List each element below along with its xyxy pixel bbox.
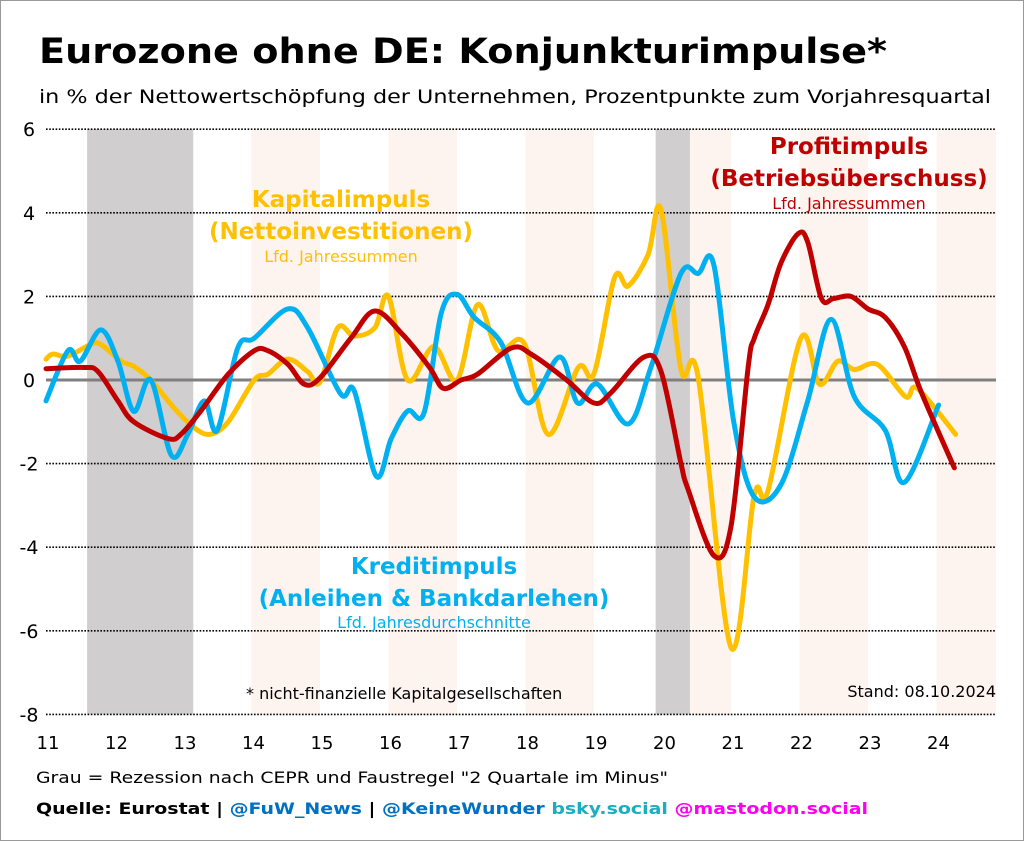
recession-band xyxy=(87,129,194,715)
y-axis-ticks: 6 4 2 0 -2 -4 -6 -8 xyxy=(20,119,39,726)
x-tick-label: 20 xyxy=(653,733,676,754)
x-tick-label: 15 xyxy=(311,733,334,754)
x-tick-label: 23 xyxy=(859,733,882,754)
kapital-label: Kapitalimpuls (Nettoinvestitionen) Lfd. … xyxy=(209,187,473,266)
chart-subtitle: in % der Nettowertschöpfung der Unterneh… xyxy=(39,86,991,108)
kapital-title: Kapitalimpuls xyxy=(252,187,430,213)
separator: | xyxy=(362,799,382,819)
y-tick-label: -8 xyxy=(20,704,39,726)
y-tick-label: -4 xyxy=(20,537,39,559)
y-tick-label: 4 xyxy=(23,203,35,225)
source-line: Quelle: Eurostat | @FuW_News | @KeineWun… xyxy=(36,799,868,819)
profit-subtitle: (Betriebsüberschuss) xyxy=(710,166,987,192)
kredit-subtitle: (Anleihen & Bankdarlehen) xyxy=(259,586,610,612)
x-tick-label: 19 xyxy=(585,733,608,754)
footnote: * nicht-finanzielle Kapitalgesellschafte… xyxy=(246,684,562,703)
separator: | xyxy=(209,799,229,819)
series-line-kreditimpuls xyxy=(43,253,942,505)
year-shade-band xyxy=(251,129,320,715)
x-axis-ticks: 11 12 13 14 15 16 17 18 19 20 21 22 23 24 xyxy=(37,733,950,754)
x-tick-label: 24 xyxy=(927,733,950,754)
x-tick-label: 22 xyxy=(790,733,813,754)
profit-note: Lfd. Jahressummen xyxy=(772,194,926,213)
fuw-news-link[interactable]: @FuW_News xyxy=(230,799,362,818)
x-tick-label: 17 xyxy=(448,733,471,754)
y-tick-label: -6 xyxy=(20,621,39,643)
profit-title: Profitimpuls xyxy=(770,134,928,160)
x-tick-label: 14 xyxy=(242,733,265,754)
y-tick-label: 2 xyxy=(23,286,35,308)
kredit-label: Kreditimpuls (Anleihen & Bankdarlehen) L… xyxy=(259,554,610,632)
keinewunder-link[interactable]: @KeineWunder xyxy=(382,799,545,818)
mastodon-link[interactable]: @mastodon.social xyxy=(668,799,868,818)
background-bands xyxy=(87,129,996,715)
x-tick-label: 12 xyxy=(105,733,128,754)
series-line-kapitalimpuls xyxy=(43,203,959,652)
source-label: Quelle: Eurostat xyxy=(36,799,210,818)
recession-note: Grau = Rezession nach CEPR und Faustrege… xyxy=(36,768,668,787)
x-tick-label: 13 xyxy=(174,733,197,754)
kapital-subtitle: (Nettoinvestitionen) xyxy=(209,219,473,245)
series-lines xyxy=(43,203,959,652)
chart-title: Eurozone ohne DE: Konjunkturimpulse* xyxy=(39,32,887,72)
series-line-profitimpuls xyxy=(43,229,957,561)
y-tick-label: 0 xyxy=(23,370,35,392)
year-shade-band xyxy=(799,129,868,715)
x-tick-label: 11 xyxy=(37,733,60,754)
profit-label: Profitimpuls (Betriebsüberschuss) Lfd. J… xyxy=(710,134,987,213)
stand-date: Stand: 08.10.2024 xyxy=(847,682,996,701)
kapital-note: Lfd. Jahressummen xyxy=(264,247,418,266)
gridlines xyxy=(46,128,996,716)
x-tick-label: 18 xyxy=(516,733,539,754)
y-tick-label: -2 xyxy=(20,454,39,476)
y-tick-label: 6 xyxy=(23,119,35,141)
x-tick-label: 21 xyxy=(722,733,745,754)
kredit-note: Lfd. Jahresdurchschnitte xyxy=(337,613,531,632)
x-tick-label: 16 xyxy=(379,733,402,754)
kredit-title: Kreditimpuls xyxy=(351,554,517,580)
bsky-link[interactable]: bsky.social xyxy=(545,799,668,818)
